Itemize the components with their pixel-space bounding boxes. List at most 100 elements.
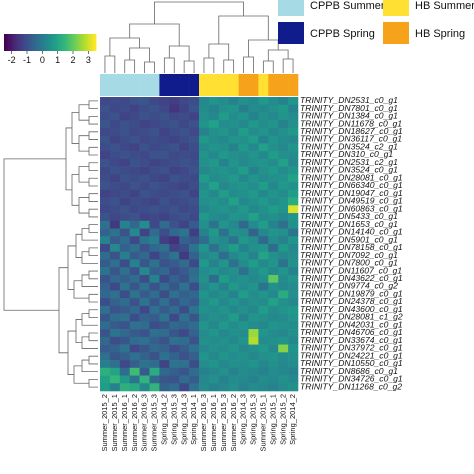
heatmap-cell <box>238 313 249 322</box>
heatmap-cell <box>199 197 210 206</box>
dendrogram-link <box>243 56 254 73</box>
color-scale-tick-label: 3 <box>86 55 91 65</box>
heatmap-cell <box>218 143 229 152</box>
dendrogram-link <box>163 57 175 73</box>
heatmap-cell <box>109 104 121 113</box>
dendrogram-link <box>88 293 98 303</box>
row-label: TRINITY_DN49519_c0_g1 <box>300 196 403 206</box>
color-scale-swatch <box>72 34 75 51</box>
heatmap-cell <box>100 259 111 268</box>
heatmap-cell <box>258 305 269 314</box>
dendrogram-link <box>248 39 279 57</box>
heatmap-cell <box>199 174 210 183</box>
heatmap-cell <box>189 236 200 245</box>
heatmap-cell <box>119 197 130 206</box>
heatmap-cell <box>100 360 111 369</box>
heatmap-cell <box>159 344 170 353</box>
heatmap-cell <box>179 344 190 353</box>
heatmap-cell <box>268 151 279 160</box>
heatmap-cell <box>268 259 279 268</box>
heatmap-cell <box>169 197 180 206</box>
heatmap-cell <box>189 282 200 291</box>
group-bar-cell <box>228 74 239 96</box>
heatmap-cell <box>288 313 299 322</box>
heatmap-cell <box>288 352 299 361</box>
heatmap-cell <box>258 251 269 260</box>
heatmap-cell <box>278 205 289 214</box>
dendrogram-link <box>81 228 98 241</box>
group-bar-cell <box>169 74 180 96</box>
heatmap-cell <box>208 267 220 276</box>
heatmap-cell <box>149 143 160 152</box>
heatmap-cell <box>218 135 229 144</box>
dendrogram-link <box>88 270 98 280</box>
heatmap-cell <box>278 259 289 268</box>
heatmap-cell <box>139 367 150 376</box>
column-label: Spring_2014_1 <box>189 394 198 445</box>
row-label: TRINITY_DN14140_c0_g1 <box>300 227 403 237</box>
heatmap-cell <box>278 174 289 183</box>
heatmap-cell <box>228 127 239 136</box>
heatmap-cell <box>129 166 140 175</box>
heatmap-cell <box>109 213 121 222</box>
column-label: Summer_2015_1 <box>110 394 119 452</box>
heatmap-cell <box>169 220 180 229</box>
heatmap-cell <box>218 189 229 198</box>
heatmap-cell <box>248 135 259 144</box>
group-legend-swatch <box>383 0 409 16</box>
heatmap-cell <box>248 189 259 198</box>
heatmap-cell <box>218 205 229 214</box>
heatmap-cell <box>248 205 259 214</box>
heatmap-cell <box>288 375 299 384</box>
color-scale-swatch <box>30 34 33 51</box>
heatmap-cell <box>228 282 239 291</box>
heatmap-cell <box>139 290 150 299</box>
heatmap-cell <box>208 112 220 121</box>
heatmap-cell <box>208 220 220 229</box>
heatmap-cell <box>258 143 269 152</box>
heatmap-cell <box>159 267 170 276</box>
heatmap-cell <box>119 298 130 307</box>
heatmap-cell <box>278 360 289 369</box>
heatmap-cell <box>159 321 170 330</box>
heatmap-cell <box>169 104 180 113</box>
group-bar-cell <box>218 74 229 96</box>
heatmap-cell <box>129 143 140 152</box>
heatmap-cell <box>218 313 229 322</box>
heatmap-cell <box>119 127 130 136</box>
color-scale-tick-label: 2 <box>70 55 75 65</box>
heatmap-cell <box>248 267 259 276</box>
heatmap-cell <box>199 274 210 283</box>
heatmap-cell <box>278 329 289 338</box>
heatmap-cell <box>199 112 210 121</box>
dendrogram-link <box>71 173 79 206</box>
dendrogram-link <box>67 245 76 290</box>
heatmap-cell <box>179 166 190 175</box>
group-bar-cell <box>149 74 160 96</box>
row-label: TRINITY_DN37972_c0_g1 <box>300 343 403 353</box>
heatmap-cell <box>100 267 111 276</box>
heatmap-cell <box>288 166 299 175</box>
heatmap-cell <box>109 189 121 198</box>
heatmap-cell <box>119 282 130 291</box>
heatmap-cell <box>228 112 239 121</box>
heatmap-cell <box>228 104 239 113</box>
heatmap-cell <box>218 112 229 121</box>
dendrogram-link <box>81 251 98 264</box>
color-scale-swatch <box>34 34 37 51</box>
heatmap-cell <box>129 151 140 160</box>
heatmap-cell <box>129 112 140 121</box>
row-label: TRINITY_DN19047_c0_g1 <box>300 188 403 198</box>
heatmap-cell <box>100 274 111 283</box>
dendrogram-link <box>223 59 235 73</box>
heatmap-cell <box>268 112 279 121</box>
heatmap-cell <box>129 135 140 144</box>
heatmap-cell <box>129 290 140 299</box>
heatmap-cell <box>179 205 190 214</box>
heatmap-cell <box>199 282 210 291</box>
heatmap-cell <box>258 375 269 384</box>
dendrogram-link <box>81 359 98 373</box>
heatmap-cell <box>129 189 140 198</box>
heatmap-cell <box>278 151 289 160</box>
color-scale-swatch <box>38 34 41 51</box>
